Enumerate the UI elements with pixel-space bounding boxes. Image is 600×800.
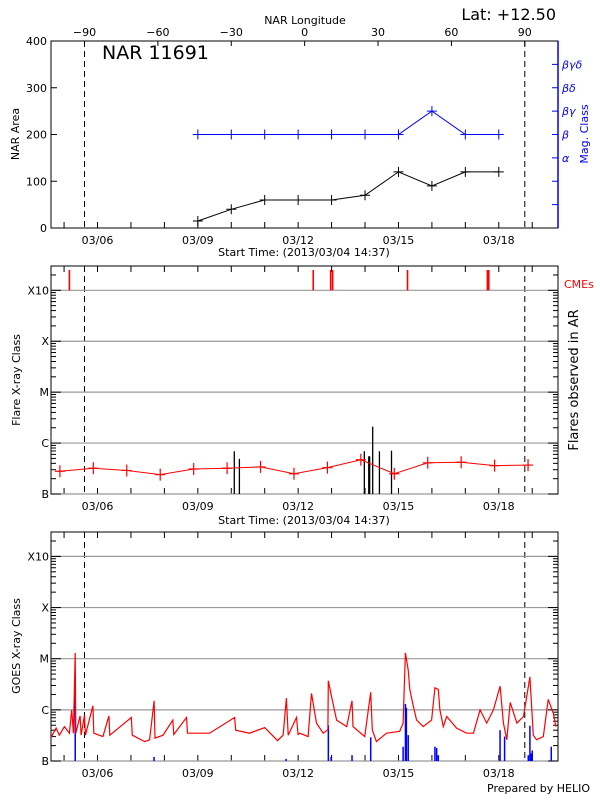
x-tick-label: 03/06 — [82, 234, 114, 247]
top-tick-label: −30 — [220, 26, 243, 39]
flares-marker — [54, 465, 65, 478]
credit-label: Prepared by HELIO — [487, 782, 590, 795]
x-axis-label-panel2: Start Time: (2013/03/04 14:37) — [218, 514, 390, 527]
top-tick-label: −60 — [146, 26, 169, 39]
y-tick-label: 300 — [26, 82, 47, 95]
y2-tick-label: β — [561, 129, 569, 142]
y-tick-label: X10 — [27, 550, 49, 563]
panel-nar-area: 03/06 03/09 03/12 03/15 03/180100200300400αβ… — [26, 26, 583, 247]
x-tick-label: 03/09 — [182, 234, 214, 247]
mag-class-marker — [192, 129, 203, 140]
top-tick-label: 60 — [444, 26, 458, 39]
nar-area-marker — [460, 166, 471, 177]
goes-long-line — [50, 652, 557, 743]
y-tick-label: X — [41, 602, 49, 615]
flares-marker — [288, 467, 299, 480]
top-tick-label: 0 — [301, 26, 308, 39]
flares-marker — [523, 459, 534, 472]
y-tick-label: B — [41, 755, 49, 768]
mag-class-marker — [226, 129, 237, 140]
flares-marker — [188, 462, 199, 475]
flares-marker — [255, 460, 266, 473]
nar-area-marker — [192, 215, 203, 226]
x-tick-label: 03/12 — [282, 767, 314, 780]
y-axis-label-goes-class: GOES X-ray Class — [10, 598, 23, 694]
flares-marker — [456, 456, 467, 469]
flares-marker — [155, 468, 166, 481]
nar-area-marker — [259, 194, 270, 205]
flares-marker — [222, 462, 233, 475]
flares-marker — [88, 462, 99, 475]
y2-axis-label-mag-class: Mag. Class — [578, 104, 591, 163]
y2-axis-label-flares-observed: Flares observed in AR — [567, 309, 582, 450]
nar-area-marker — [393, 166, 404, 177]
x-tick-label: 03/12 — [282, 234, 314, 247]
mag-class-line — [197, 110, 499, 135]
panel-goes-xray: 03/06 03/09 03/12 03/15 03/18 B C M X X10 — [27, 531, 559, 780]
x-tick-label: 03/09 — [182, 767, 214, 780]
y-tick-label: X — [41, 335, 49, 348]
panel-flare-class: 03/06 03/09 03/12 03/15 03/18 B C M X X10 — [27, 265, 559, 513]
y-tick-label: 100 — [26, 175, 47, 188]
y-tick-label: C — [41, 704, 49, 717]
y-tick-label: 200 — [26, 129, 47, 142]
mag-class-marker — [493, 129, 504, 140]
nar-area-marker — [326, 194, 337, 205]
y-tick-label: C — [41, 437, 49, 450]
x-tick-label: 03/06 — [82, 767, 114, 780]
flares-marker — [389, 467, 400, 480]
x-axis-label-panel1: Start Time: (2013/03/04 14:37) — [218, 246, 390, 259]
mag-class-marker — [326, 129, 337, 140]
mag-class-marker — [460, 129, 471, 140]
x-tick-label: 03/18 — [483, 767, 515, 780]
y2-tick-label: α — [562, 152, 570, 165]
y-tick-label: X10 — [27, 284, 49, 297]
nar-area-marker — [293, 194, 304, 205]
y2-tick-label: βδ — [561, 82, 576, 95]
y-axis-label-nar-area: NAR Area — [9, 108, 22, 160]
mag-class-marker — [360, 129, 371, 140]
mag-class-marker — [259, 129, 270, 140]
flares-marker — [422, 456, 433, 469]
x-tick-label: 03/18 — [483, 500, 515, 513]
region-title: NAR 11691 — [102, 42, 209, 64]
top-tick-label: 90 — [518, 26, 532, 39]
y-axis-label-flare-class: Flare X-ray Class — [10, 334, 23, 426]
nar-area-marker — [493, 166, 504, 177]
top-axis-label: NAR Longitude — [264, 14, 346, 27]
y2-tick-label: βγ — [561, 105, 576, 118]
y-tick-label: M — [40, 386, 50, 399]
x-tick-label: 03/18 — [483, 234, 515, 247]
x-tick-label: 03/09 — [182, 500, 214, 513]
nar-area-marker — [360, 190, 371, 201]
nar-area-marker — [226, 204, 237, 215]
latitude-label: Lat: +12.50 — [461, 5, 556, 24]
y-tick-label: B — [41, 488, 49, 501]
y-tick-label: 0 — [40, 222, 47, 235]
mag-class-marker — [426, 106, 437, 117]
x-tick-label: 03/15 — [383, 767, 415, 780]
nar-area-line — [197, 171, 499, 222]
cme-label: CMEs — [564, 278, 594, 291]
mag-class-marker — [293, 129, 304, 140]
y2-tick-label: βγδ — [561, 58, 583, 71]
flares-marker — [121, 464, 132, 477]
mag-class-marker — [393, 129, 404, 140]
top-tick-label: 30 — [371, 26, 385, 39]
nar-area-marker — [426, 180, 437, 191]
y-tick-label: 400 — [26, 35, 47, 48]
flares-marker — [322, 461, 333, 474]
x-tick-label: 03/06 — [82, 500, 114, 513]
x-tick-label: 03/15 — [383, 500, 415, 513]
y-tick-label: M — [40, 653, 50, 666]
top-tick-label: −90 — [73, 26, 96, 39]
flares-marker — [355, 453, 366, 466]
x-tick-label: 03/12 — [282, 500, 314, 513]
flares-marker — [489, 459, 500, 472]
x-tick-label: 03/15 — [383, 234, 415, 247]
